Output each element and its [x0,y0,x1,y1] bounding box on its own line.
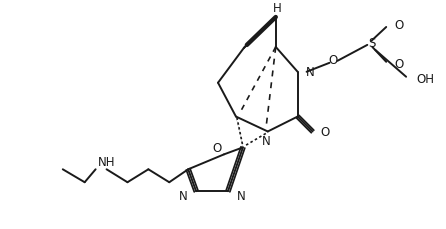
Text: OH: OH [416,73,434,86]
Text: O: O [212,141,222,154]
Text: H: H [273,2,282,14]
Text: O: O [329,54,338,67]
Text: N: N [237,189,246,202]
Text: NH: NH [98,155,116,168]
Text: O: O [394,19,404,32]
Text: O: O [321,125,330,138]
Text: N: N [178,189,187,202]
Text: N: N [306,66,314,79]
Text: N: N [261,134,270,147]
Text: O: O [394,58,404,71]
Text: S: S [368,37,376,50]
